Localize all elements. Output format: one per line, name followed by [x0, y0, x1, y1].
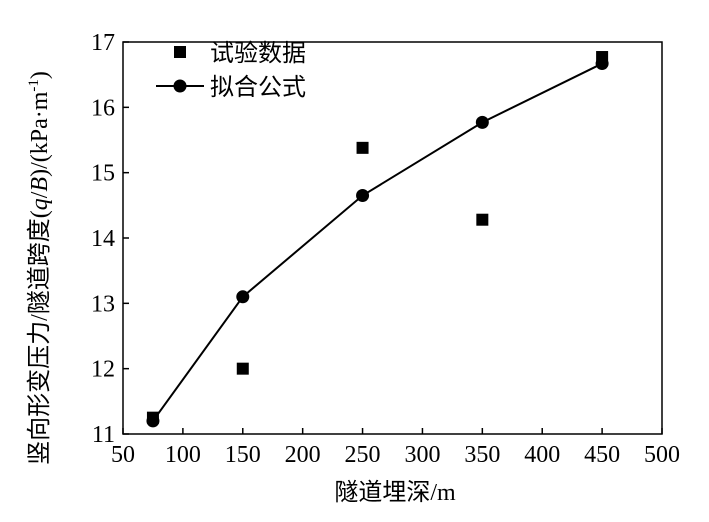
data-point-circle: [236, 290, 250, 304]
y-axis-label-end: ): [27, 71, 53, 79]
plot-border: [122, 41, 663, 435]
y-tick-label: 15: [91, 161, 115, 187]
series-layer: [146, 51, 609, 428]
fit-line: [152, 62, 603, 422]
y-tick-label: 12: [91, 357, 115, 383]
data-point-circle: [595, 57, 609, 71]
y-axis-label-exponent: -1: [26, 79, 42, 92]
data-point-circle: [146, 414, 160, 428]
data-point-square: [356, 141, 369, 154]
data-point-square: [476, 213, 489, 226]
y-tick-label: 17: [91, 30, 115, 56]
y-axis-label: 竖向形变压力/隧道跨度(q/B)/(kPa·m-1): [26, 71, 53, 465]
y-tick-label: 16: [91, 95, 115, 121]
series-fit-formula: [146, 57, 609, 428]
x-tick-label: 150: [225, 442, 261, 468]
y-tick-label: 13: [91, 291, 115, 317]
x-tick-label: 300: [404, 442, 440, 468]
y-axis-label-unit: )/(kPa·m: [27, 91, 53, 177]
x-tick-label: 100: [165, 442, 201, 468]
x-tick-label: 350: [464, 442, 500, 468]
legend-marker-square: [174, 46, 186, 58]
x-tick-label: 450: [584, 442, 620, 468]
y-tick-label: 11: [92, 422, 115, 448]
series-test-data: [146, 51, 609, 424]
y-tick-label: 14: [91, 226, 115, 252]
x-tick-label: 500: [644, 442, 680, 468]
x-axis: 50 100 150 200 250 300 350 400 450 500: [111, 428, 680, 468]
x-tick-label: 400: [524, 442, 560, 468]
data-point-circle: [475, 115, 489, 129]
y-axis-label-q: q: [27, 198, 53, 210]
x-tick-label: 250: [345, 442, 381, 468]
y-axis-label-main: 竖向形变压力/隧道跨度: [26, 218, 53, 465]
legend-label: 试验数据: [210, 40, 306, 67]
x-tick-label: 50: [111, 442, 135, 468]
y-axis-label-b: B: [27, 177, 53, 192]
y-axis-label-slash: /: [27, 191, 53, 198]
data-point-square: [236, 362, 249, 375]
legend-label: 拟合公式: [210, 74, 306, 101]
x-tick-label: 200: [285, 442, 321, 468]
y-axis: 11 12 13 14 15 16 17: [91, 30, 129, 448]
y-axis-label-open: (: [27, 210, 53, 218]
legend-marker-circle: [173, 79, 187, 93]
data-point-circle: [356, 189, 370, 203]
x-axis-label: 隧道埋深/m: [334, 479, 456, 506]
plot-area: [122, 41, 663, 435]
